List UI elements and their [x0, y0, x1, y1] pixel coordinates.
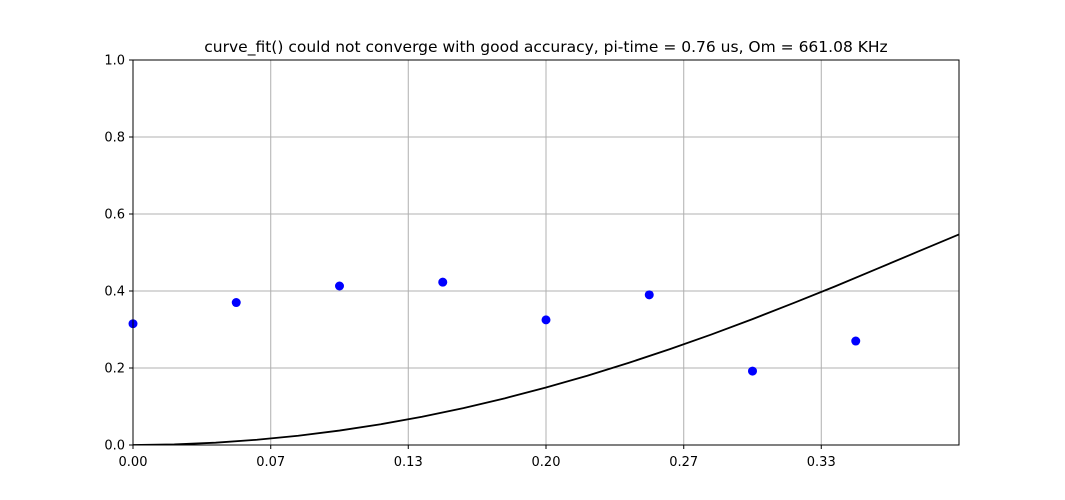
x-tick-label: 0.00	[119, 455, 148, 470]
axis-ticks: 0.00 0.07 0.13 0.20 0.27 0.33 0.0 0.2 0.4 0.6 0.8 1…	[104, 54, 835, 471]
data-point	[851, 336, 861, 346]
y-tick-label: 1.0	[104, 54, 125, 69]
fit-curve-layer	[133, 233, 959, 445]
data-point	[335, 281, 344, 291]
data-point	[438, 277, 448, 287]
y-tick-label: 0.4	[104, 285, 125, 300]
data-point	[541, 315, 551, 325]
x-tick-label: 0.07	[256, 455, 285, 470]
data-points-layer	[128, 277, 861, 376]
y-tick-label: 0.0	[104, 439, 125, 454]
chart-title: curve_fit() could not converge with good…	[204, 38, 887, 57]
x-tick-label: 0.33	[807, 455, 836, 470]
y-tick-label: 0.6	[104, 208, 125, 223]
fit-curve-line	[133, 233, 959, 445]
x-tick-label: 0.13	[394, 455, 423, 470]
y-tick-label: 0.2	[104, 362, 125, 377]
data-point	[748, 366, 757, 376]
data-point	[231, 298, 241, 308]
data-point	[644, 290, 654, 300]
y-tick-label: 0.8	[104, 131, 125, 146]
x-tick-label: 0.27	[669, 455, 698, 470]
x-tick-label: 0.20	[532, 455, 561, 470]
